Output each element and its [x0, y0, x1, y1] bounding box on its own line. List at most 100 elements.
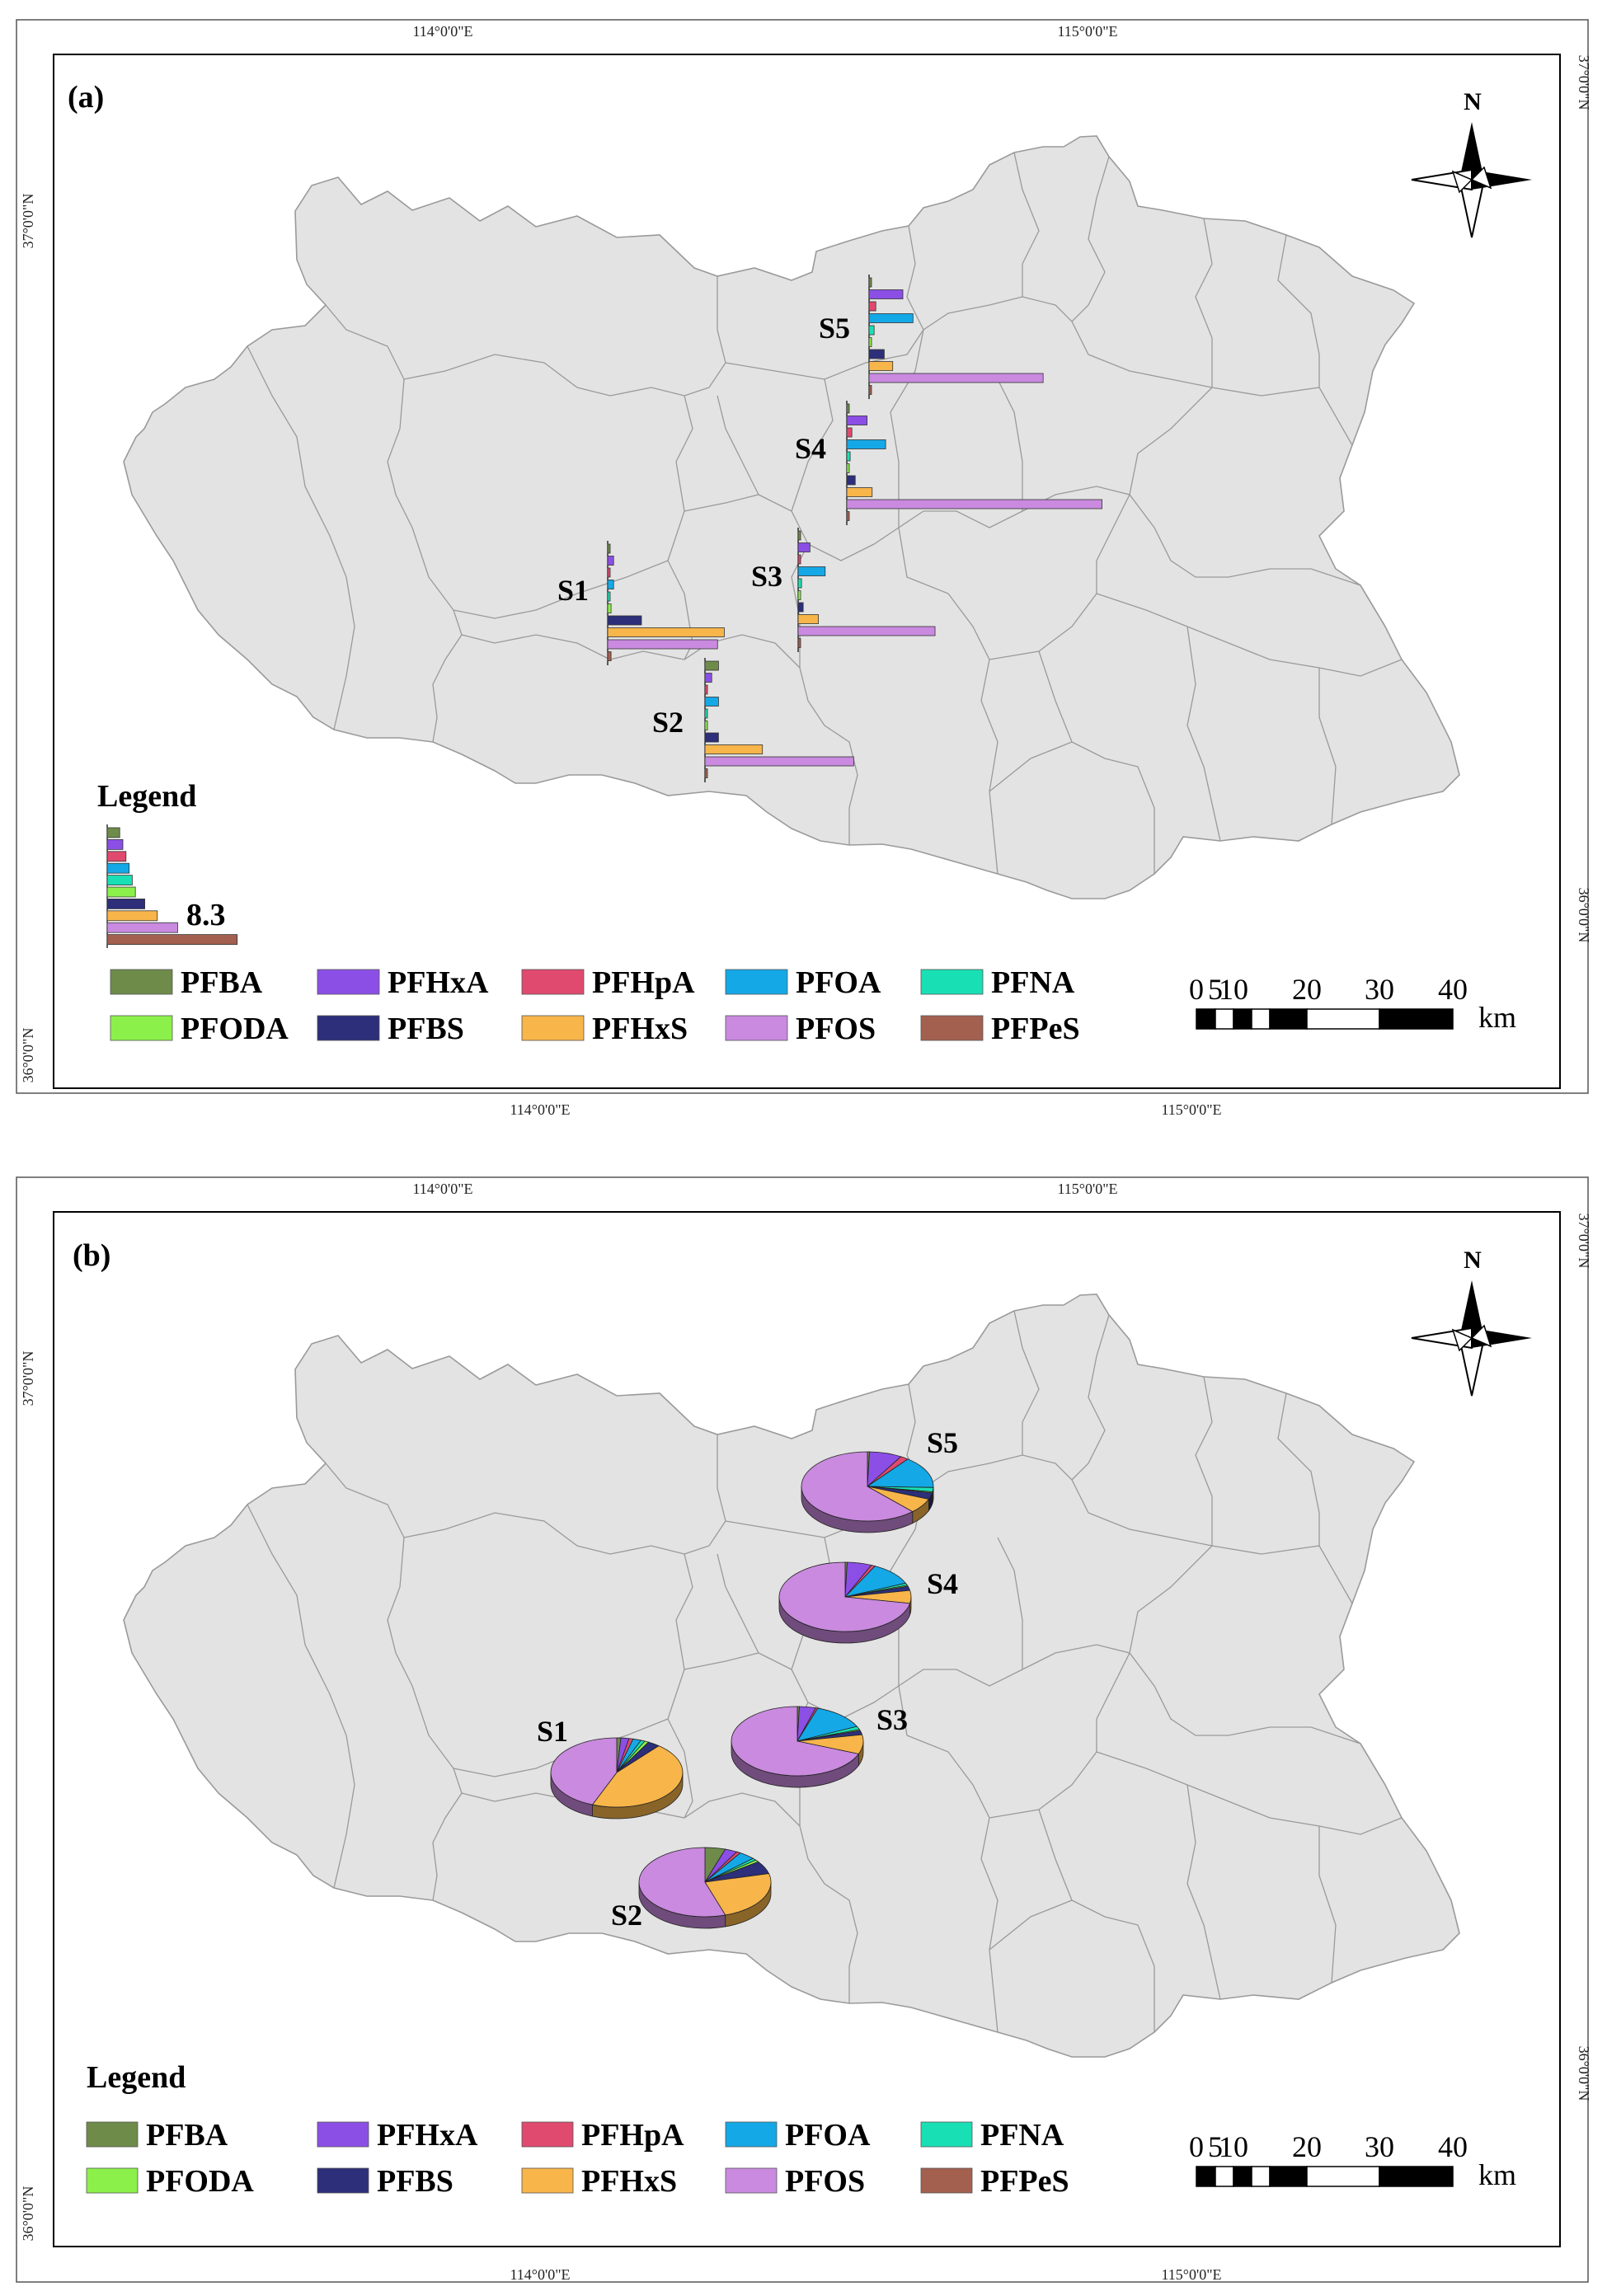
- scale-tick-label: 40: [1438, 973, 1468, 1006]
- scale-tick-label: 30: [1365, 2130, 1394, 2163]
- lon-label-top-1: 114°0'0"E: [412, 23, 472, 40]
- legend-swatch-pfhxs: [521, 1015, 585, 1041]
- legend-bar-pfoa: [106, 862, 130, 874]
- bar-s4-pfhxs: [846, 487, 873, 497]
- bar-s2-pfna: [704, 708, 708, 719]
- pie-slice-s2-pfos: [638, 1847, 726, 1918]
- scale-tick-label: 20: [1292, 2130, 1322, 2163]
- bar-s5-pfhxs: [868, 361, 894, 371]
- legend-label-pfpes: PFPeS: [980, 2164, 1069, 2199]
- scale-segment: [1251, 2166, 1271, 2187]
- legend-label-pfna: PFNA: [991, 965, 1075, 1000]
- bar-s2-pfhpa: [704, 684, 708, 695]
- bar-s3-pfhxa: [797, 542, 811, 552]
- lat-label-right-upper: 37°0'0"N: [1576, 55, 1592, 110]
- scale-tick-label: 40: [1438, 2130, 1468, 2163]
- scale-tick-label: 10: [1219, 2130, 1248, 2163]
- pie-label-s3: S3: [876, 1703, 908, 1736]
- bar-s2-pfoa: [704, 697, 719, 707]
- bar-s2-pfpes: [704, 768, 708, 778]
- legend-swatch-pfba: [86, 2121, 139, 2148]
- bar-s3-pfoda: [797, 590, 801, 600]
- bar-symbol-s4: S4: [795, 401, 1102, 525]
- bar-s4-pfbs: [846, 475, 856, 486]
- scale-tick-label: 5: [1208, 973, 1223, 1006]
- legend-label-pfhpa: PFHpA: [592, 965, 695, 1000]
- legend-swatch-pfoda: [110, 1015, 173, 1041]
- legend-label-pfoda: PFODA: [146, 2164, 254, 2199]
- bar-s2-pfoda: [704, 721, 708, 730]
- bar-s1-pfbs: [607, 615, 642, 626]
- scale-unit-label: km: [1478, 1001, 1516, 1034]
- lon-label-top-1-b: 114°0'0"E: [412, 1181, 472, 1197]
- scale-segment: [1215, 2166, 1234, 2187]
- legend-swatch-pfhxs: [521, 2167, 574, 2194]
- lat-label-right-upper-b: 37°0'0"N: [1576, 1214, 1592, 1269]
- bar-s4-pfoa: [846, 439, 886, 449]
- bar-s3-pfbs: [797, 602, 804, 613]
- legend-label-pfoa: PFOA: [796, 965, 881, 1000]
- scale-tick-label: 0: [1189, 973, 1204, 1006]
- bar-s5-pfhpa: [868, 301, 876, 312]
- scale-segment: [1233, 1008, 1252, 1030]
- bar-s2-pfbs: [704, 732, 719, 743]
- lat-label-right-lower-b: 36°0'0"N: [1576, 2046, 1592, 2101]
- lon-label-bottom-1-b: 114°0'0"E: [510, 2266, 570, 2283]
- scale-segment: [1306, 1008, 1380, 1030]
- bar-s4-pfhxa: [846, 416, 868, 425]
- lon-label-bottom-1: 114°0'0"E: [510, 1101, 570, 1118]
- panel-b: 114°0'0"E 115°0'0"E 114°0'0"E 115°0'0"E …: [16, 1176, 1592, 2283]
- panel-a-outer-frame: [16, 19, 1589, 1094]
- bar-symbols-layer: S1 S2 S3 S4 S5: [557, 275, 1102, 782]
- legend-label-pfba: PFBA: [146, 2118, 228, 2153]
- legend-bar-pfpes: [106, 934, 238, 945]
- scale-segment: [1196, 1008, 1216, 1030]
- legend-swatch-pfos: [725, 2167, 778, 2194]
- bar-s4-pfos: [846, 499, 1102, 509]
- bar-s1-pfhxs: [607, 627, 725, 637]
- bar-s4-pfpes: [846, 511, 850, 521]
- lon-label-top-2-b: 115°0'0"E: [1057, 1181, 1117, 1197]
- bar-s5-pfba: [868, 277, 872, 288]
- legend-label-pfhxs: PFHxS: [581, 2164, 677, 2199]
- pie-symbol-s3: S3: [731, 1703, 908, 1788]
- site-label-s5: S5: [819, 312, 850, 345]
- north-arrow-b: N: [1411, 1247, 1532, 1397]
- legend-label-pfbs: PFBS: [377, 2164, 453, 2199]
- bar-symbol-s1: S1: [557, 541, 725, 665]
- bar-s1-pfhpa: [607, 567, 611, 578]
- legend-swatch-pfoa: [725, 2121, 778, 2148]
- pie-label-s4: S4: [927, 1567, 958, 1600]
- scale-segment: [1251, 1008, 1271, 1030]
- legend-label-pfhxa: PFHxA: [388, 965, 489, 1000]
- bar-s5-pfhxa: [868, 289, 904, 299]
- bar-s3-pfba: [797, 530, 801, 541]
- scale-bar-b: 0 510 20 30 40 km: [1189, 2130, 1516, 2191]
- scale-tick-label: 20: [1292, 973, 1322, 1006]
- pie-slice-s5-pfos: [801, 1451, 914, 1522]
- region-outline: [123, 135, 1460, 899]
- lat-label-left-lower-b: 36°0'0"N: [20, 2186, 36, 2242]
- scale-bar-a: 0 510 20 30 40 km: [1189, 973, 1516, 1034]
- north-label: N: [1464, 88, 1482, 115]
- bar-s5-pfpes: [868, 385, 872, 395]
- panel-a: 114°0'0"E 115°0'0"E 114°0'0"E 115°0'0"E …: [16, 19, 1592, 1118]
- bar-s1-pfpes: [607, 651, 612, 661]
- scale-tick-label: 30: [1365, 973, 1394, 1006]
- bar-s1-pfna: [607, 591, 611, 602]
- pie-symbol-s1: S1: [537, 1715, 684, 1819]
- pie-slice-s4-pfos: [778, 1561, 911, 1632]
- bar-s4-pfba: [846, 403, 850, 414]
- region-map: [123, 135, 1460, 899]
- lat-label-left-upper-b: 37°0'0"N: [20, 1351, 36, 1406]
- legend-label-pfoda: PFODA: [181, 1012, 289, 1046]
- scale-tick-label: 0: [1189, 2130, 1204, 2163]
- legend-bar-pfhxa: [106, 839, 124, 850]
- legend-swatch-pfhpa: [521, 969, 585, 995]
- legend-swatch-pfna: [920, 969, 984, 995]
- pie-slice-s2-pfhxs: [704, 1873, 772, 1916]
- legend-swatch-pfpes: [920, 2167, 973, 2194]
- scale-segment: [1379, 2166, 1454, 2187]
- pie-label-s1: S1: [537, 1715, 568, 1748]
